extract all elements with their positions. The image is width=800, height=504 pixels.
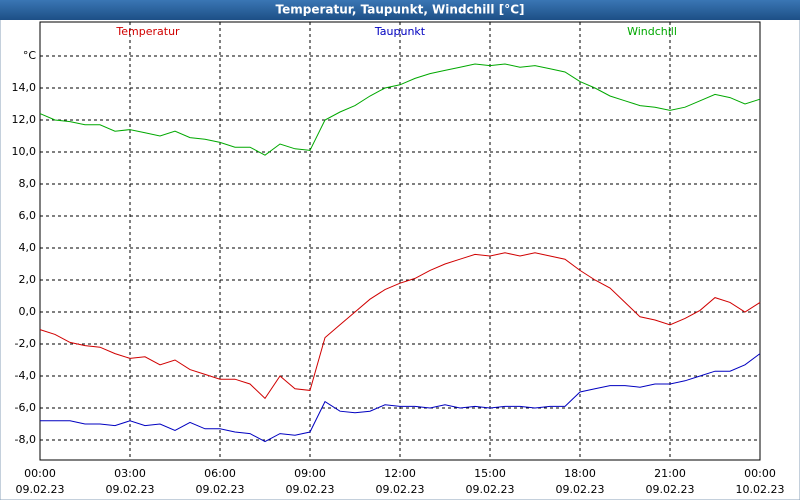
x-tick-date: 09.02.23: [466, 483, 515, 496]
y-tick-label: 14,0: [12, 81, 37, 94]
x-tick-date: 09.02.23: [646, 483, 695, 496]
series-line: [39, 63, 761, 156]
x-tick-date: 09.02.23: [196, 483, 245, 496]
x-tick-date: 10.02.23: [736, 483, 785, 496]
x-tick-label: 18:00: [564, 467, 596, 480]
y-tick-label: 6,0: [19, 209, 37, 222]
y-tick-label: -6,0: [15, 401, 36, 414]
x-tick-label: 09:00: [294, 467, 326, 480]
y-tick-label: 0,0: [19, 305, 37, 318]
title-bar: [0, 0, 800, 20]
x-tick-date: 09.02.23: [106, 483, 155, 496]
x-tick-date: 09.02.23: [556, 483, 605, 496]
y-tick-label: °C: [23, 49, 37, 62]
chart-title: Temperatur, Taupunkt, Windchill [°C]: [276, 3, 525, 17]
legend-entry: Temperatur: [115, 25, 180, 38]
x-tick-date: 09.02.23: [286, 483, 335, 496]
y-tick-label: 2,0: [19, 273, 37, 286]
legend-entry: Windchill: [627, 25, 677, 38]
series-line: [40, 353, 761, 443]
x-tick-date: 09.02.23: [16, 483, 65, 496]
legend-entry: Taupunkt: [374, 25, 426, 38]
series-line: [39, 252, 761, 400]
x-tick-date: 09.02.23: [376, 483, 425, 496]
y-tick-label: -2,0: [15, 337, 36, 350]
y-tick-label: 4,0: [19, 241, 37, 254]
x-tick-label: 00:00: [24, 467, 56, 480]
y-tick-label: -8,0: [15, 433, 36, 446]
x-tick-label: 00:00: [744, 467, 776, 480]
x-tick-label: 03:00: [114, 467, 146, 480]
x-tick-label: 21:00: [654, 467, 686, 480]
x-tick-label: 12:00: [384, 467, 416, 480]
y-tick-label: 10,0: [12, 145, 37, 158]
y-tick-label: 12,0: [12, 113, 37, 126]
x-tick-label: 15:00: [474, 467, 506, 480]
y-tick-label: -4,0: [15, 369, 36, 382]
x-tick-label: 06:00: [204, 467, 236, 480]
y-tick-label: 8,0: [19, 177, 37, 190]
